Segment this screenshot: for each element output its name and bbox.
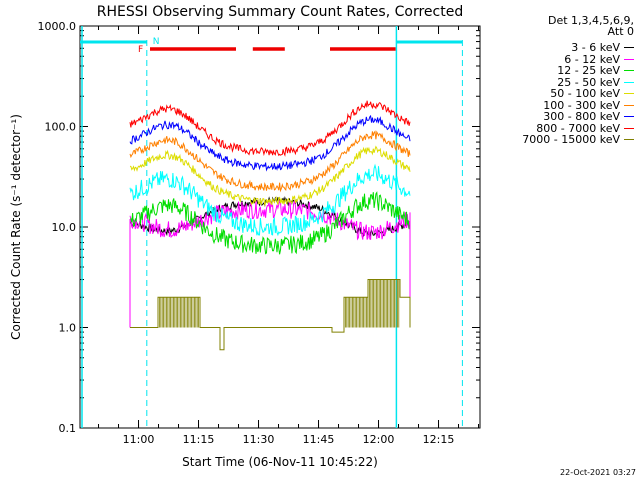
legend-entry: 800 - 7000 keV [536,121,634,135]
legend-swatch [624,116,634,117]
y-tick-label: 100.0 [45,121,77,134]
legend-swatch [624,47,634,48]
legend-swatch [624,93,634,94]
series-line-6 [129,114,411,172]
legend-swatch [624,104,634,106]
legend-entry: 50 - 100 keV [550,87,634,100]
x-tick-label: 11:15 [183,433,215,446]
series-line-5 [129,130,411,193]
series-line-8 [130,279,411,351]
legend-label: 12 - 25 keV [557,64,620,77]
x-tick-label: 11:45 [303,433,335,446]
flag-label-n: N [153,37,160,47]
legend-label: 3 - 6 keV [571,41,620,54]
y-tick-label: 1.0 [59,322,77,335]
legend-entry: 7000 - 15000 keV [522,133,634,146]
series-line-4 [129,145,411,207]
flag-label-f: F [138,45,143,55]
chart-title: RHESSI Observing Summary Count Rates, Co… [97,4,463,20]
legend-label: 25 - 50 keV [557,75,620,89]
legend-entry: 12 - 25 keV [557,64,634,77]
series-line-7 [129,100,411,157]
legend-entry: 100 - 300 keV [543,98,634,112]
x-tick-label: 11:00 [123,433,155,446]
generated-timestamp: 22-Oct-2021 03:27 [560,468,636,477]
legend-swatch [624,127,634,129]
legend-entry: 3 - 6 keV [571,41,634,54]
legend-label: 7000 - 15000 keV [522,133,620,146]
legend-swatch [624,139,634,140]
legend-swatch [624,70,634,71]
legend-detectors: Det 1,3,4,5,6,9, [547,14,634,27]
y-tick-label: 1000.0 [38,20,77,33]
legend-entry: 300 - 800 keV [543,110,634,123]
x-tick-label: 11:30 [243,433,275,446]
x-tick-label: 12:15 [423,433,455,446]
series-line-3 [129,163,411,237]
x-axis-label: Start Time (06-Nov-11 10:45:22) [182,455,378,469]
legend-label: 6 - 12 keV [564,52,620,66]
legend-label: 100 - 300 keV [543,98,620,112]
series-line-2 [129,191,411,255]
plot-frame [79,25,481,429]
y-axis-label: Corrected Count Rate (s⁻¹ detector⁻¹) [9,114,23,340]
legend-label: 300 - 800 keV [543,110,620,123]
legend-swatch [624,81,634,83]
y-tick-label: 0.1 [59,422,77,435]
legend-swatch [624,58,634,60]
legend-entry: 6 - 12 keV [564,52,634,66]
legend-label: 800 - 7000 keV [536,121,620,135]
legend-label: 50 - 100 keV [550,87,620,100]
x-tick-label: 12:00 [363,433,395,446]
y-tick-label: 10.0 [52,221,77,234]
series-line-1 [129,199,411,241]
legend-attenuator: Att 0 [607,25,634,38]
legend-entry: 25 - 50 keV [557,75,634,89]
